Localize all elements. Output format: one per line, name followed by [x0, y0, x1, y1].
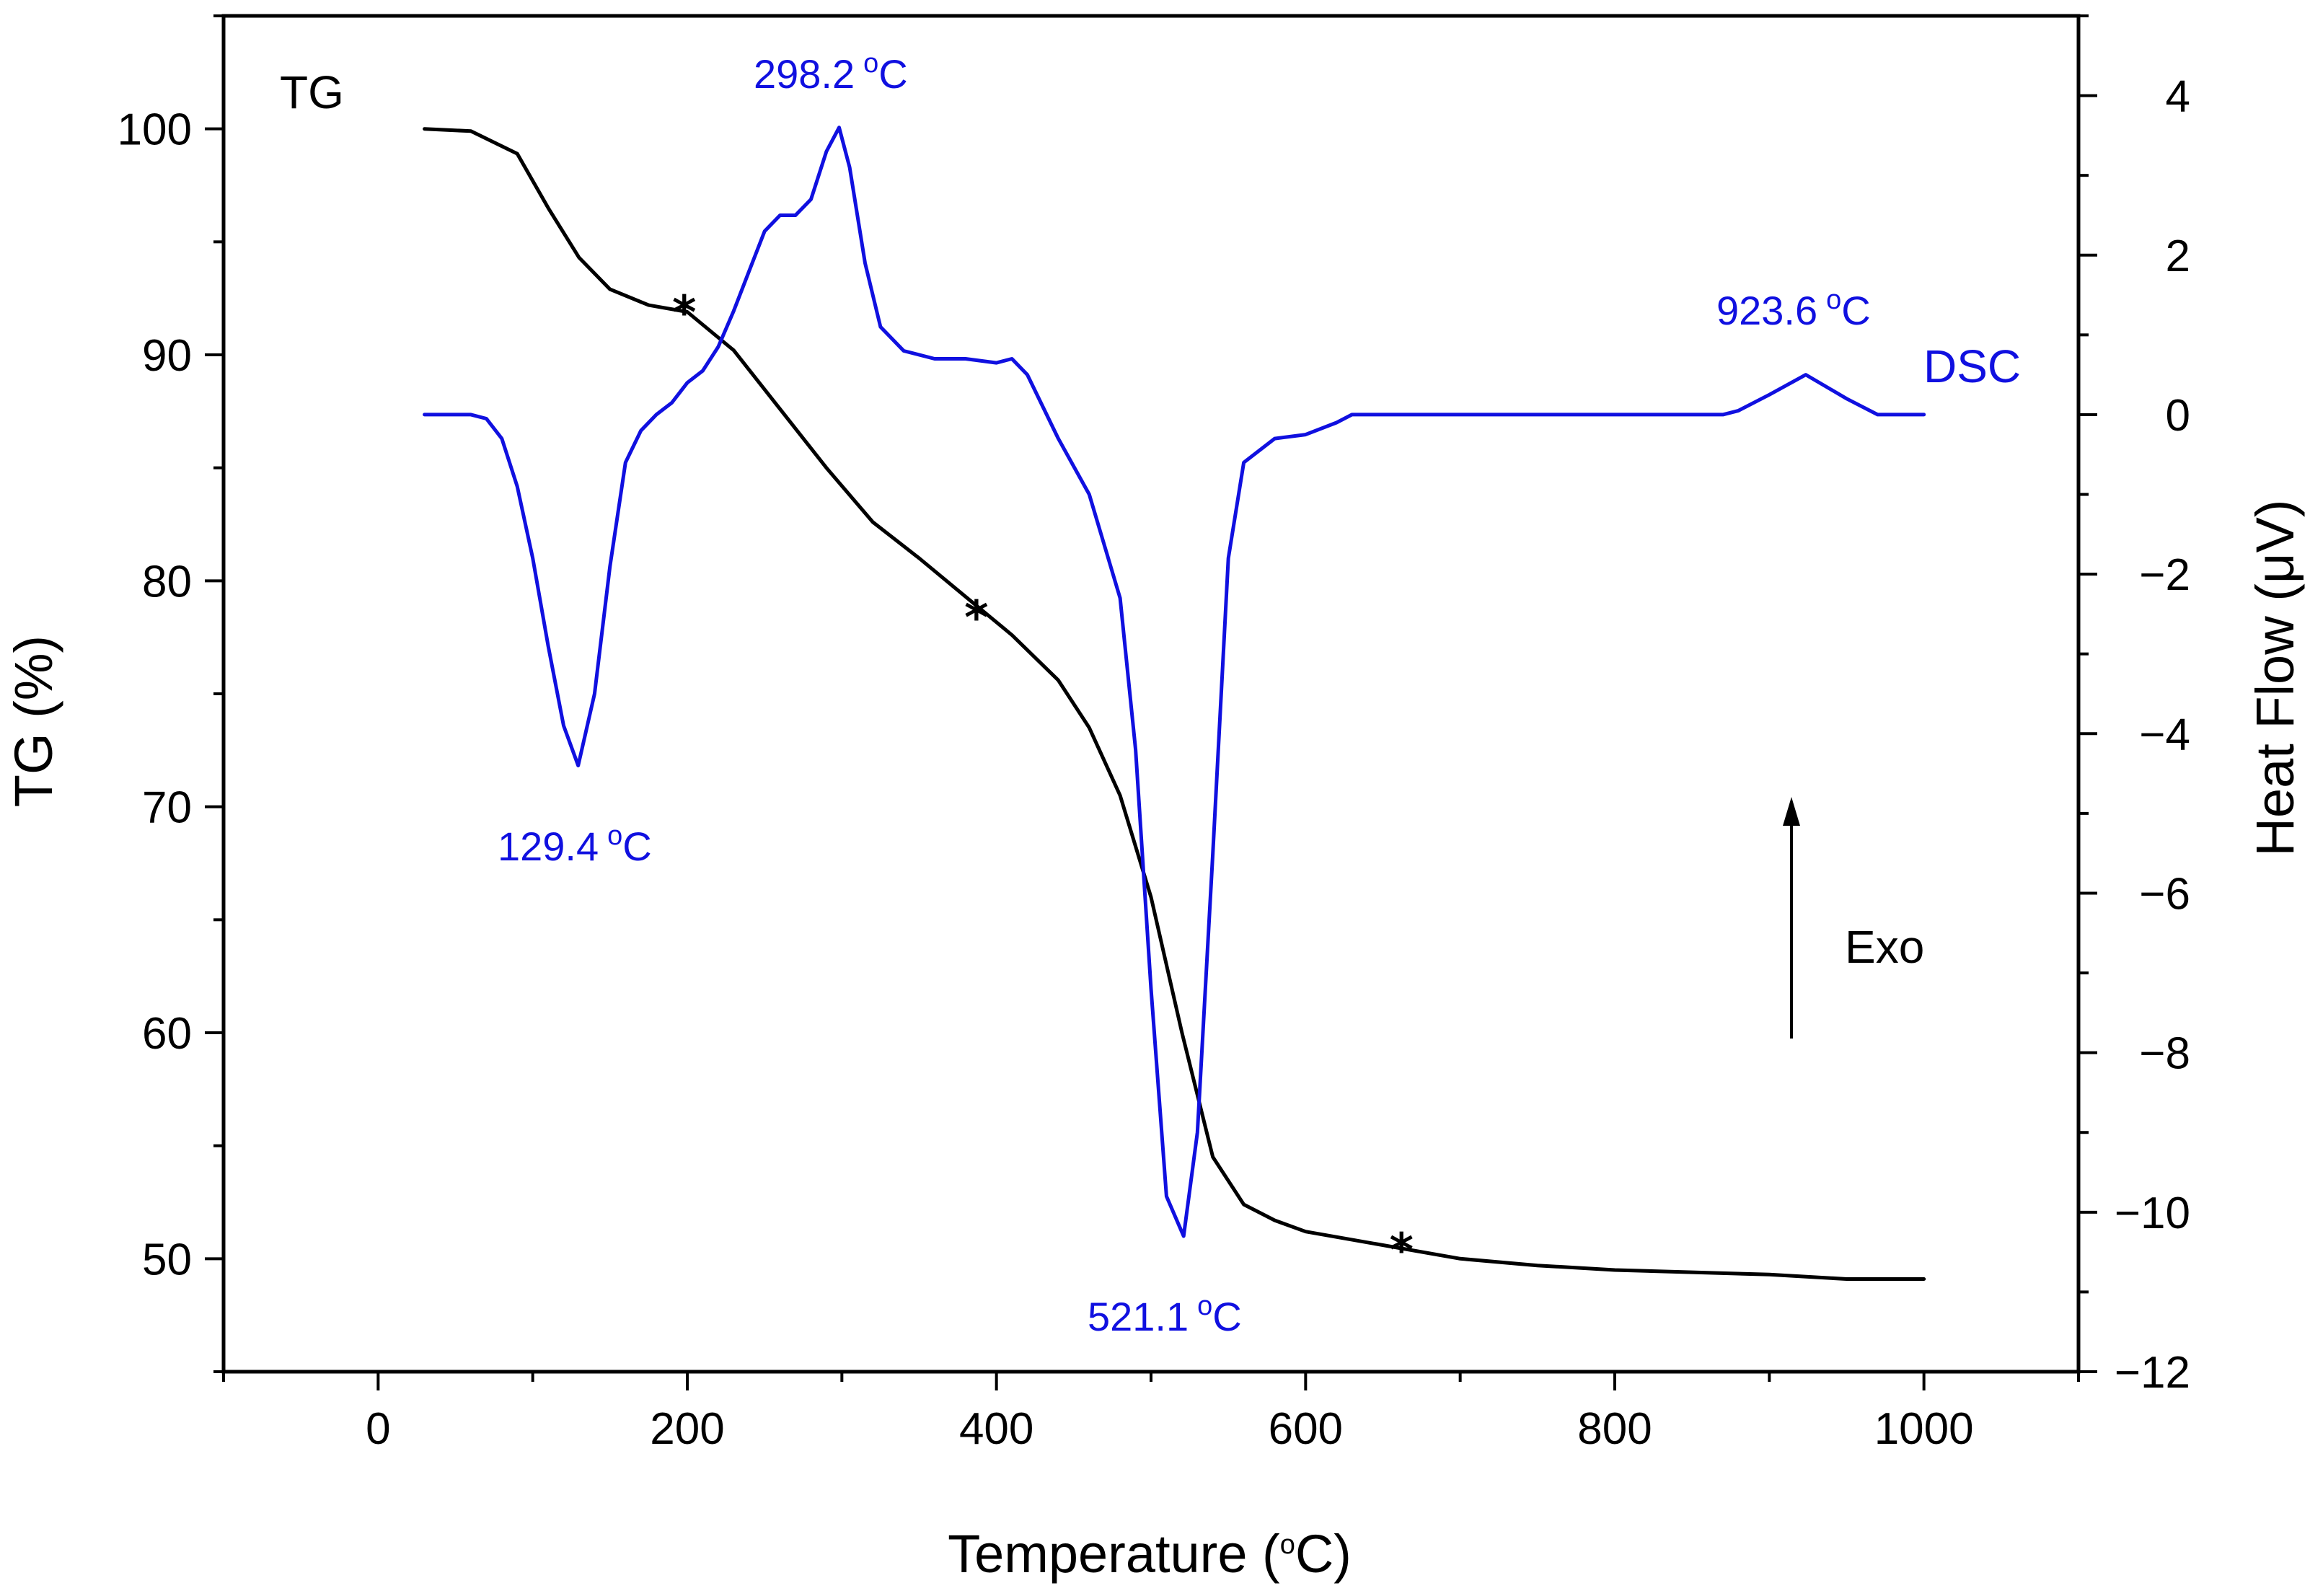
ticks-layer: 0 200 400 600 800 1000 50 60 70 80 90 100 4 2 0 −2 −4 −6 −… [118, 14, 2190, 1454]
tg-series-line [423, 127, 1926, 1281]
exo-arrow-head [1783, 797, 1800, 826]
left-tick-label: 50 [142, 1235, 192, 1284]
right-tick-label: 4 [2166, 72, 2190, 122]
tg-star-marker: * [1389, 1225, 1413, 1278]
x-axis-title: Temperature (oC) [948, 1524, 1352, 1584]
x-tick-label: 600 [1269, 1404, 1343, 1454]
left-tick-label: 90 [142, 331, 192, 381]
right-tick-label: 0 [2166, 391, 2190, 441]
exo-label: Exo [1845, 921, 1924, 973]
right-tick-label: −4 [2139, 710, 2190, 759]
peak-annotation-521: 521.1 oC [1088, 1291, 1242, 1339]
right-tick-label: −8 [2139, 1029, 2190, 1079]
series-layer [423, 125, 1926, 1281]
x-tick-label: 0 [366, 1404, 390, 1454]
right-tick-label: −12 [2115, 1348, 2190, 1398]
dsc-series-line [423, 125, 1926, 1238]
left-axis-title: TG (%) [4, 635, 63, 807]
left-tick-label: 60 [142, 1009, 192, 1059]
tg-star-marker: * [672, 286, 696, 340]
left-tick-label: 100 [118, 105, 192, 155]
marker-layer: * * * [672, 286, 1414, 1277]
left-tick-label: 70 [142, 783, 192, 833]
tg-series-label: TG [280, 66, 344, 118]
peak-annotation-298: 298.2 oC [754, 48, 908, 97]
right-axis-title: Heat Flow (μV) [2245, 500, 2305, 857]
dsc-series-label: DSC [1923, 340, 2021, 392]
x-tick-label: 1000 [1874, 1404, 1974, 1454]
right-tick-label: 2 [2166, 232, 2190, 281]
x-tick-label: 200 [650, 1404, 724, 1454]
x-tick-label: 400 [959, 1404, 1033, 1454]
right-tick-label: −6 [2139, 869, 2190, 919]
peak-annotation-129: 129.4 oC [498, 821, 652, 869]
x-tick-label: 800 [1577, 1404, 1652, 1454]
left-tick-label: 80 [142, 557, 192, 607]
tg-star-marker: * [964, 591, 988, 645]
peak-annotation-923: 923.6 oC [1716, 285, 1871, 333]
right-tick-label: −10 [2115, 1189, 2190, 1238]
right-tick-label: −2 [2139, 550, 2190, 600]
